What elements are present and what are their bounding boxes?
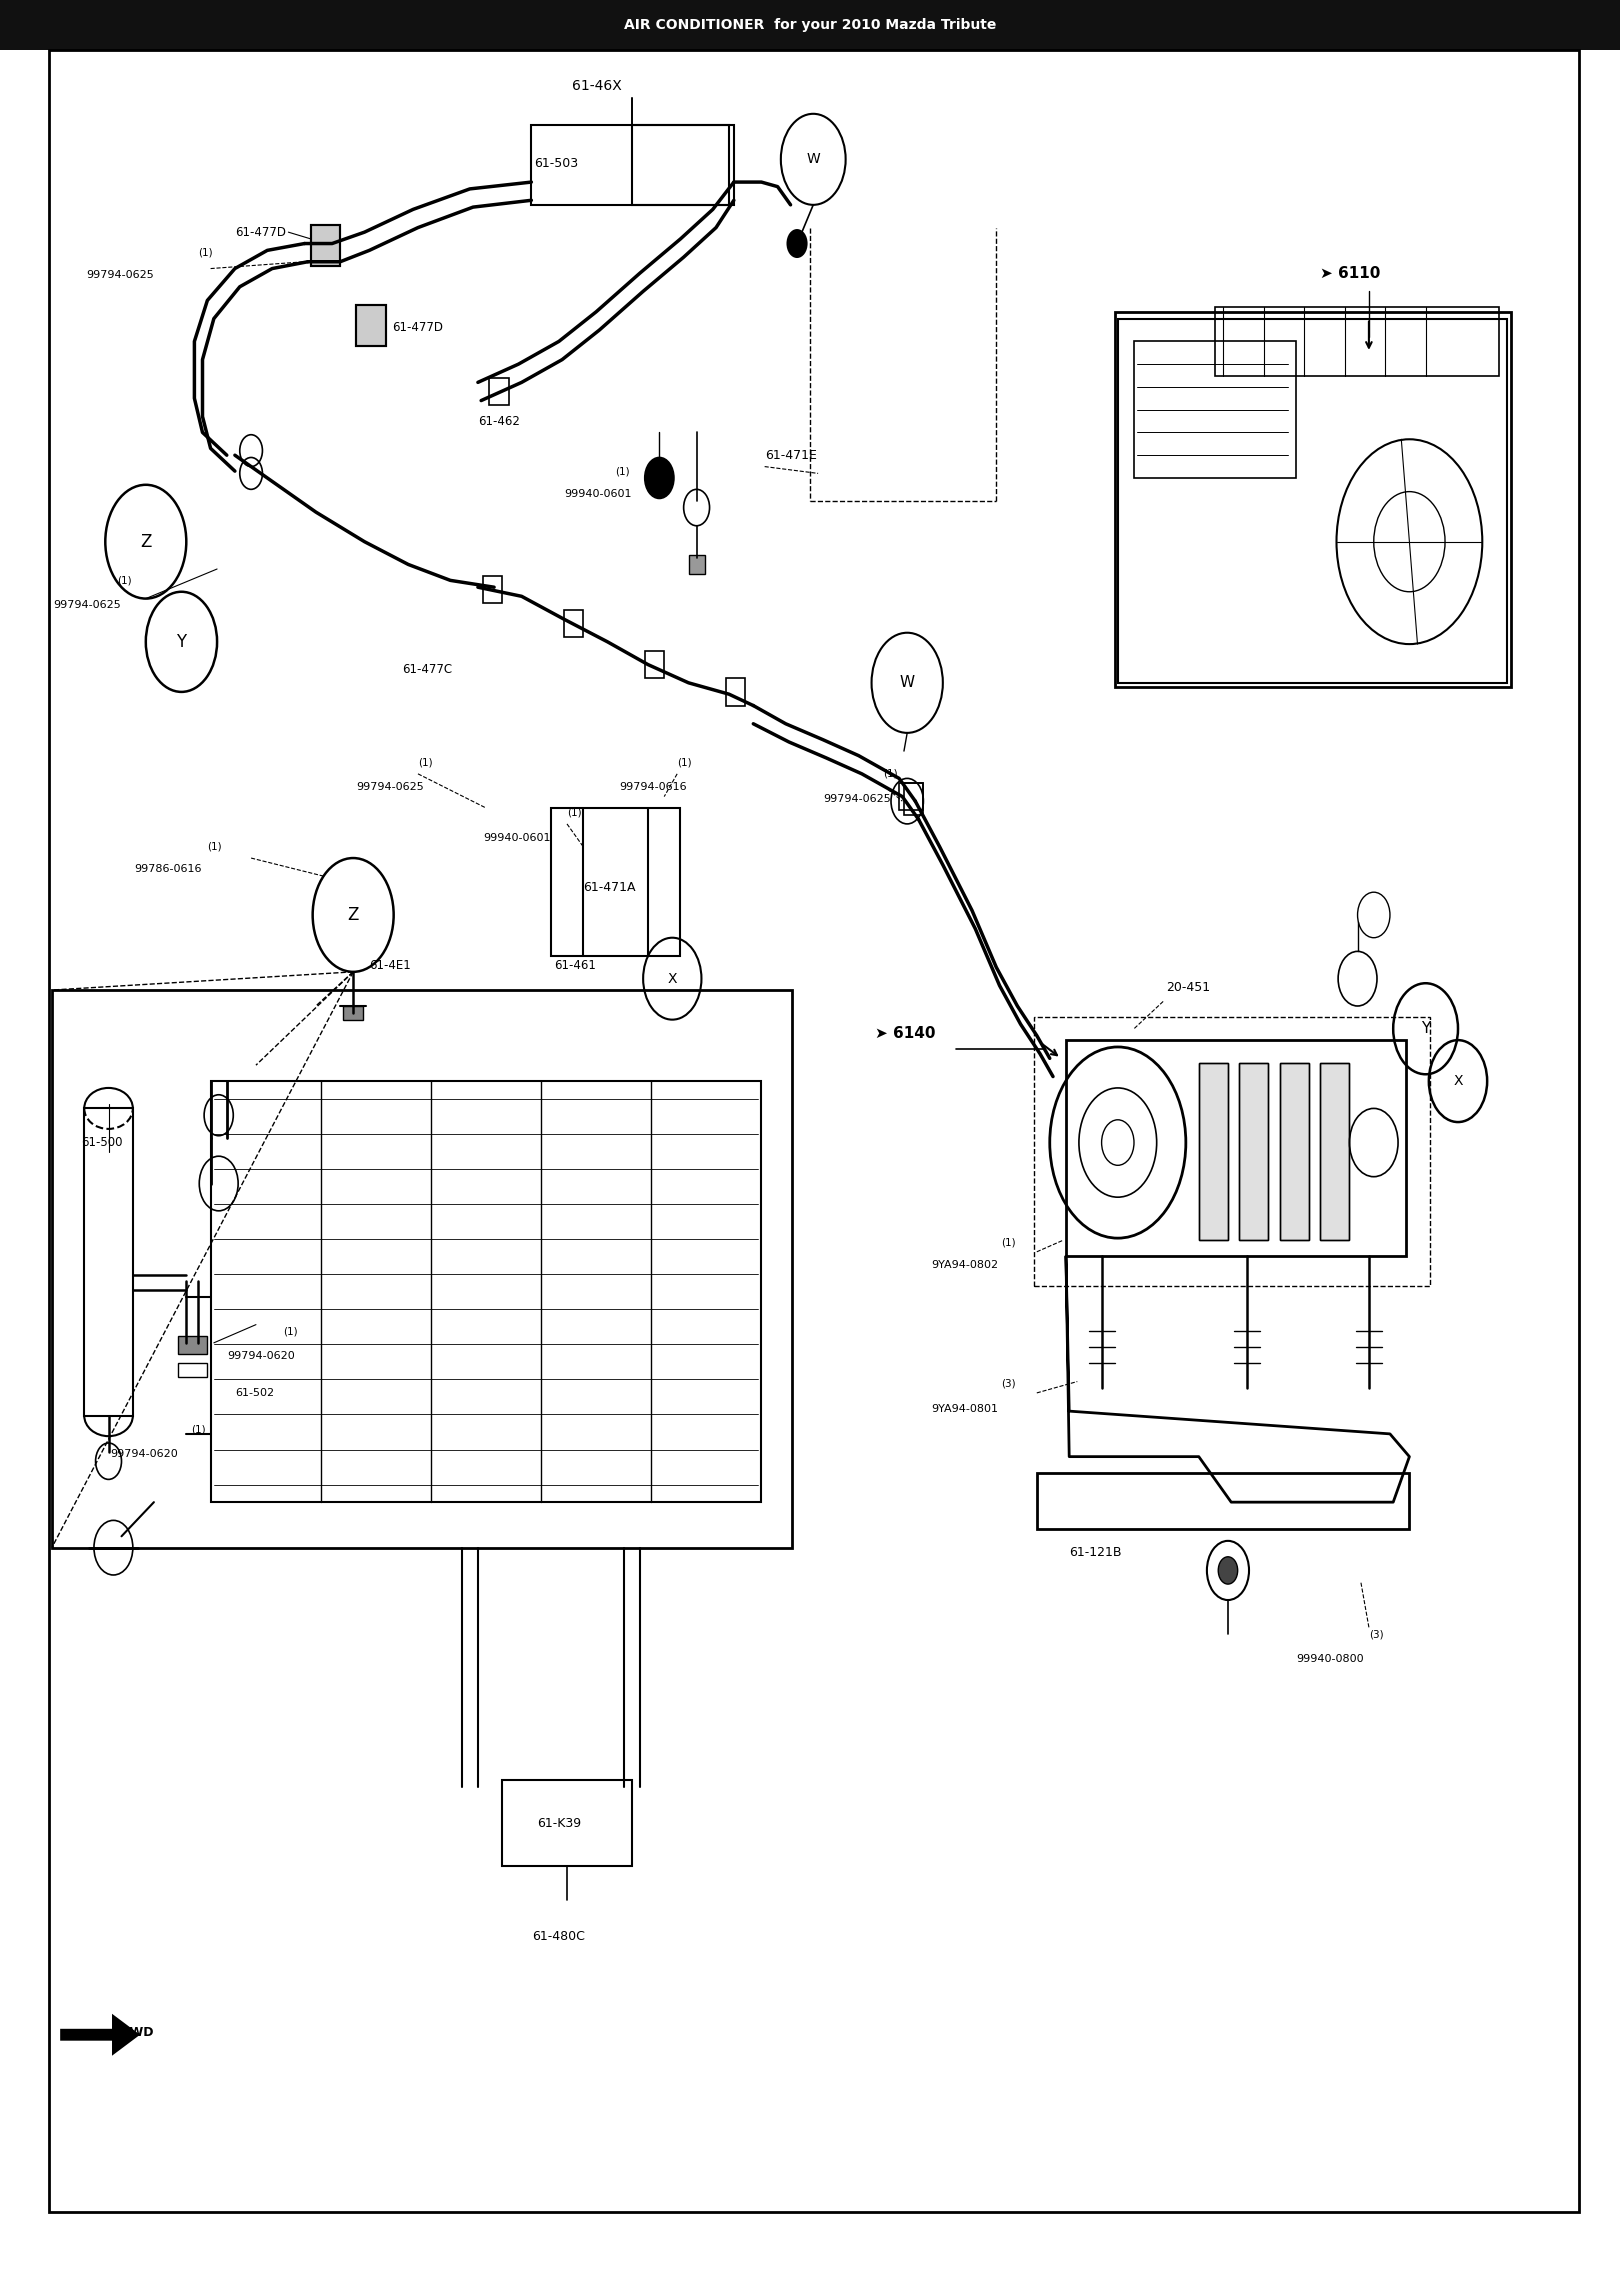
Bar bbox=[1034, 1017, 1430, 1286]
Text: 61-4E1: 61-4E1 bbox=[369, 958, 411, 972]
Bar bbox=[1199, 1063, 1228, 1240]
Text: FWD: FWD bbox=[122, 2026, 154, 2039]
Bar bbox=[84, 1108, 133, 1416]
Text: 99940-0800: 99940-0800 bbox=[1296, 1655, 1364, 1664]
Polygon shape bbox=[62, 2017, 138, 2053]
Bar bbox=[551, 808, 680, 956]
Text: 99794-0625: 99794-0625 bbox=[823, 794, 891, 803]
Text: (1): (1) bbox=[284, 1327, 298, 1336]
Text: (3): (3) bbox=[1369, 1630, 1383, 1639]
Text: (1): (1) bbox=[1001, 1238, 1016, 1247]
Bar bbox=[311, 225, 340, 266]
Text: (1): (1) bbox=[616, 467, 630, 476]
Bar bbox=[632, 125, 729, 205]
Bar bbox=[1320, 1063, 1349, 1240]
Text: 61-480C: 61-480C bbox=[533, 1930, 585, 1944]
Text: 61-471A: 61-471A bbox=[583, 881, 635, 894]
Text: 99940-0601: 99940-0601 bbox=[483, 833, 551, 842]
Text: Z: Z bbox=[347, 906, 360, 924]
Text: 61-503: 61-503 bbox=[535, 157, 578, 171]
Text: (1): (1) bbox=[883, 769, 897, 778]
Text: 61-46X: 61-46X bbox=[572, 80, 622, 93]
Text: 61-477C: 61-477C bbox=[402, 662, 452, 676]
Text: 99786-0616: 99786-0616 bbox=[134, 865, 202, 874]
Bar bbox=[1066, 1040, 1406, 1256]
Text: ➤ 6110: ➤ 6110 bbox=[1320, 266, 1380, 280]
Text: 20-451: 20-451 bbox=[1166, 981, 1210, 995]
Bar bbox=[178, 1336, 207, 1354]
Bar bbox=[1280, 1063, 1309, 1240]
Bar bbox=[1134, 341, 1296, 478]
Text: X: X bbox=[667, 972, 677, 986]
Bar bbox=[356, 305, 386, 346]
Bar bbox=[1239, 1063, 1268, 1240]
Text: AIR CONDITIONER  for your 2010 Mazda Tribute: AIR CONDITIONER for your 2010 Mazda Trib… bbox=[624, 18, 996, 32]
Bar bbox=[1037, 1473, 1409, 1529]
Text: 99794-0625: 99794-0625 bbox=[356, 783, 424, 792]
Bar bbox=[564, 610, 583, 637]
Bar bbox=[502, 1780, 632, 1866]
Circle shape bbox=[787, 230, 807, 257]
Text: 99940-0601: 99940-0601 bbox=[564, 489, 632, 498]
Bar bbox=[1215, 307, 1498, 376]
Text: W: W bbox=[899, 676, 915, 690]
Bar bbox=[1199, 1063, 1228, 1240]
Bar bbox=[1239, 1063, 1268, 1240]
Bar bbox=[489, 378, 509, 405]
Text: 61-K39: 61-K39 bbox=[536, 1816, 582, 1830]
Text: (3): (3) bbox=[1001, 1379, 1016, 1388]
Text: 61-462: 61-462 bbox=[478, 414, 520, 428]
Bar bbox=[52, 990, 792, 1548]
Text: (1): (1) bbox=[198, 248, 212, 257]
Text: (1): (1) bbox=[567, 808, 582, 817]
Text: 99794-0625: 99794-0625 bbox=[86, 271, 154, 280]
Text: 99794-0625: 99794-0625 bbox=[53, 601, 122, 610]
Bar bbox=[211, 1081, 761, 1502]
Bar bbox=[904, 783, 923, 815]
Text: 61-477D: 61-477D bbox=[235, 225, 285, 239]
Text: 99794-0620: 99794-0620 bbox=[110, 1450, 178, 1459]
Text: ➤ 6140: ➤ 6140 bbox=[875, 1026, 935, 1040]
Bar bbox=[531, 125, 734, 205]
Text: Z: Z bbox=[139, 533, 152, 551]
Text: (1): (1) bbox=[191, 1425, 206, 1434]
Text: Y: Y bbox=[177, 633, 186, 651]
Text: 9YA94-0802: 9YA94-0802 bbox=[931, 1261, 998, 1270]
Text: W: W bbox=[807, 152, 820, 166]
Text: 99794-0616: 99794-0616 bbox=[619, 783, 687, 792]
Bar bbox=[1280, 1063, 1309, 1240]
Bar bbox=[1118, 319, 1507, 683]
Circle shape bbox=[645, 457, 674, 498]
Bar bbox=[899, 783, 923, 810]
Text: (1): (1) bbox=[207, 842, 222, 851]
Bar bbox=[178, 1363, 207, 1377]
Bar bbox=[343, 1006, 363, 1020]
Text: 61-502: 61-502 bbox=[235, 1388, 274, 1397]
Text: 9YA94-0801: 9YA94-0801 bbox=[931, 1404, 998, 1413]
Bar bbox=[356, 305, 386, 346]
Text: (1): (1) bbox=[418, 758, 433, 767]
Text: (1): (1) bbox=[677, 758, 692, 767]
Bar bbox=[483, 576, 502, 603]
Text: 99794-0620: 99794-0620 bbox=[227, 1352, 295, 1361]
Text: 61-477D: 61-477D bbox=[392, 321, 442, 335]
Bar bbox=[645, 651, 664, 678]
Bar bbox=[688, 555, 705, 574]
Bar bbox=[311, 225, 340, 266]
Text: 61-461: 61-461 bbox=[554, 958, 596, 972]
Text: 61-500: 61-500 bbox=[81, 1136, 123, 1149]
Bar bbox=[1115, 312, 1511, 687]
Bar bbox=[0, 0, 1620, 50]
Bar bbox=[1320, 1063, 1349, 1240]
Bar bbox=[726, 678, 745, 706]
Text: Y: Y bbox=[1421, 1022, 1430, 1036]
Text: X: X bbox=[1453, 1074, 1463, 1088]
Text: 61-121B: 61-121B bbox=[1069, 1545, 1121, 1559]
Circle shape bbox=[1218, 1557, 1238, 1584]
Text: (1): (1) bbox=[117, 576, 131, 585]
Text: 61-471E: 61-471E bbox=[765, 448, 816, 462]
